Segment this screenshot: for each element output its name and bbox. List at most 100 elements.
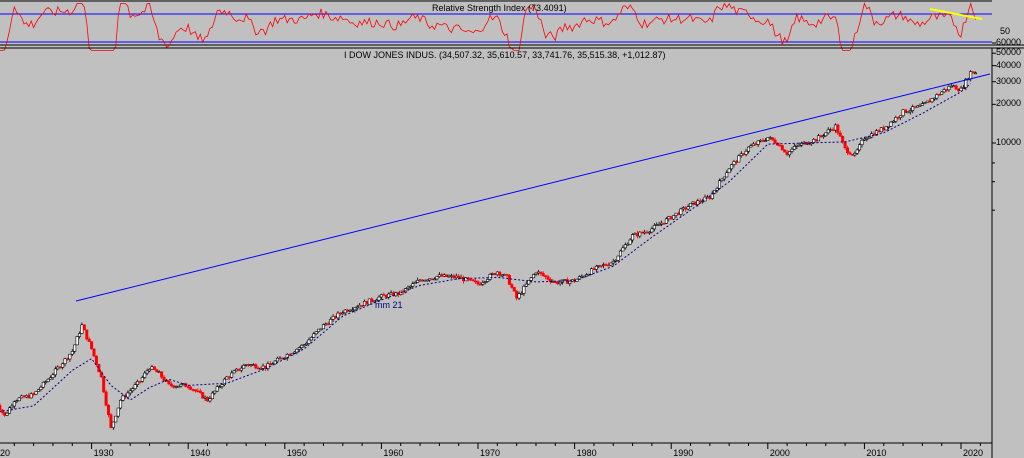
candle-down	[971, 71, 975, 74]
candle-down	[104, 391, 108, 406]
candle-down	[268, 363, 272, 365]
candle-up	[720, 178, 724, 181]
candle-down	[365, 301, 369, 305]
candle-up	[363, 301, 367, 306]
candle-up	[737, 155, 741, 163]
candle-down	[155, 369, 159, 373]
candle-up	[266, 363, 270, 370]
candle-up	[145, 370, 149, 374]
candle-down	[836, 124, 840, 134]
candle-up	[638, 231, 642, 237]
candle-up	[179, 383, 183, 387]
candle-down	[360, 304, 364, 307]
candle-up	[647, 231, 651, 234]
candle-up	[36, 389, 40, 392]
candle-up	[925, 100, 929, 103]
candle-up	[527, 280, 531, 285]
candle-up	[355, 306, 359, 309]
candle-up	[261, 365, 265, 369]
rsi-line	[0, 2, 976, 51]
x-tick-label: 1950	[286, 448, 307, 458]
candle-up	[534, 272, 538, 275]
candle-up	[353, 307, 357, 311]
candle-up	[377, 296, 381, 301]
candle-down	[138, 381, 142, 383]
candle-down	[896, 117, 900, 119]
candle-up	[959, 87, 963, 92]
candle-down	[635, 232, 639, 237]
candle-up	[691, 201, 695, 204]
candle-up	[39, 386, 43, 390]
candle-up	[331, 316, 335, 320]
candle-up	[616, 255, 620, 261]
x-tick-label: 20	[0, 448, 11, 458]
candle-up	[652, 225, 656, 230]
candle-up	[10, 405, 14, 409]
candle-up	[672, 215, 676, 220]
candle-down	[512, 287, 516, 292]
candle-down	[877, 130, 881, 133]
candle-up	[454, 275, 458, 279]
candle-down	[510, 284, 514, 288]
candle-up	[114, 415, 118, 423]
candle-up	[500, 274, 504, 277]
candle-down	[162, 376, 166, 382]
candle-down	[469, 279, 473, 281]
candle-up	[111, 421, 115, 428]
candle-up	[744, 150, 748, 155]
candle-down	[0, 404, 2, 411]
candle-up	[679, 208, 683, 215]
candle-down	[819, 135, 823, 138]
candle-down	[544, 275, 548, 278]
candle-down	[541, 273, 545, 276]
candle-down	[237, 368, 241, 371]
candle-up	[24, 395, 28, 398]
candle-up	[307, 339, 311, 344]
candle-down	[97, 364, 101, 373]
candle-up	[689, 203, 693, 208]
candle-up	[517, 293, 521, 299]
candle-down	[507, 275, 511, 285]
candle-up	[51, 374, 55, 378]
candle-down	[662, 222, 666, 225]
candle-up	[790, 148, 794, 152]
candle-up	[894, 117, 898, 122]
candle-up	[643, 231, 647, 234]
candle-up	[389, 292, 393, 295]
candle-up	[232, 370, 236, 374]
candle-down	[196, 390, 200, 393]
candle-up	[949, 85, 953, 88]
candle-up	[372, 300, 376, 303]
candle-up	[628, 239, 632, 245]
candle-up	[590, 268, 594, 275]
candle-up	[150, 366, 154, 370]
candle-up	[442, 274, 446, 277]
candle-up	[650, 228, 654, 233]
y-tick-label: 10000	[996, 137, 1022, 147]
candle-up	[792, 145, 796, 150]
candle-up	[495, 271, 499, 276]
candle-up	[486, 279, 490, 282]
x-tick-label: 1930	[93, 448, 114, 458]
candle-down	[167, 380, 171, 385]
candle-up	[449, 275, 453, 277]
candle-up	[920, 103, 924, 106]
y-axis-ticks	[992, 42, 996, 211]
candle-up	[855, 149, 859, 154]
candle-up	[321, 324, 325, 330]
candle-down	[346, 309, 350, 312]
candle-up	[116, 407, 120, 417]
candle-up	[807, 143, 811, 146]
candle-up	[41, 381, 45, 388]
candle-down	[445, 274, 449, 277]
candle-down	[152, 366, 156, 370]
candle-up	[242, 365, 246, 369]
moving-average-line	[0, 83, 972, 413]
candle-up	[61, 363, 65, 368]
x-tick-label: 2000	[769, 448, 790, 458]
candle-up	[862, 138, 866, 141]
candle-up	[874, 130, 878, 136]
candle-up	[899, 115, 903, 118]
candle-down	[814, 139, 818, 142]
candle-up	[319, 328, 323, 331]
